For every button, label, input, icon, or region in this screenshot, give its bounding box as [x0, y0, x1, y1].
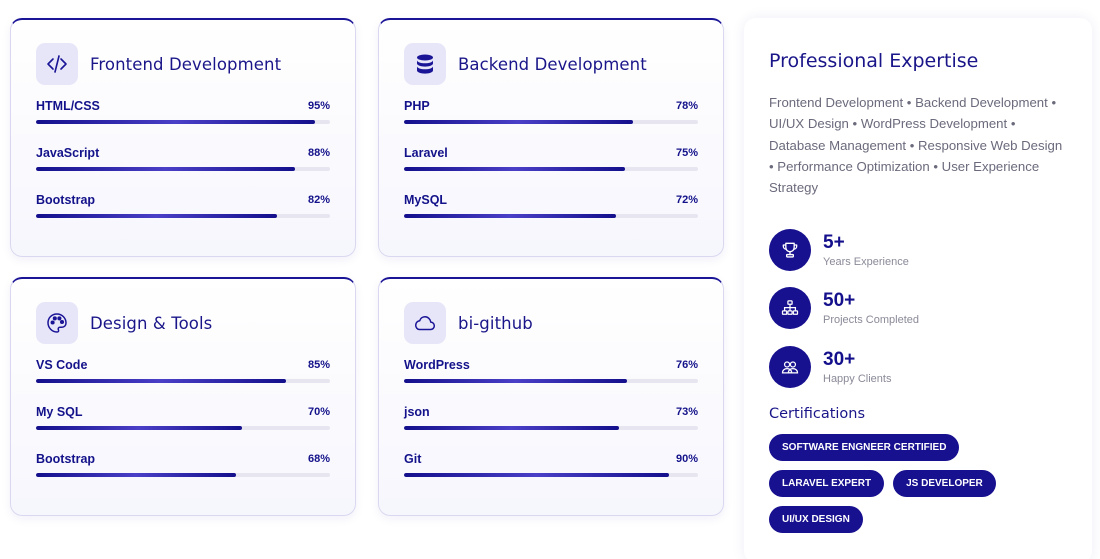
skill-name: Bootstrap — [36, 452, 96, 466]
progress-bar — [404, 214, 698, 218]
skill-name: HTML/CSS — [36, 99, 100, 113]
card-title: Design & Tools — [90, 313, 213, 333]
skill-percent: 75% — [675, 147, 698, 159]
skill-item: Git 90% — [404, 448, 698, 495]
skill-percent: 85% — [307, 359, 330, 371]
stat-label: Happy Clients — [823, 372, 892, 385]
progress-bar — [36, 426, 330, 430]
progress-bar — [404, 426, 698, 430]
skill-item: Bootstrap 68% — [36, 448, 330, 495]
people-icon — [769, 345, 811, 388]
certifications-title: Certifications — [769, 405, 866, 422]
progress-fill — [36, 426, 242, 430]
progress-fill — [36, 379, 286, 383]
skill-percent: 73% — [675, 406, 698, 418]
progress-fill — [36, 214, 278, 218]
skill-name: My SQL — [36, 405, 83, 419]
skill-percent: 88% — [307, 147, 330, 159]
stat-label: Projects Completed — [823, 314, 919, 327]
progress-bar — [36, 120, 330, 124]
progress-fill — [404, 167, 625, 171]
certification-badge: LARAVEL EXPERT — [769, 469, 885, 497]
skill-percent: 82% — [307, 194, 330, 206]
progress-bar — [36, 167, 330, 171]
skill-percent: 95% — [307, 100, 330, 112]
skill-card-github: bi-github WordPress 76% json 73% Git 90% — [378, 277, 724, 516]
skill-name: json — [404, 405, 430, 419]
skill-item: PHP 78% — [404, 95, 698, 142]
skill-name: Bootstrap — [36, 193, 96, 207]
certification-badge: JS DEVELOPER — [893, 469, 996, 497]
card-header: bi-github — [404, 302, 698, 344]
skill-percent: 76% — [675, 359, 698, 371]
stat-value: 30+ — [823, 348, 856, 370]
progress-fill — [36, 167, 295, 171]
trophy-icon — [769, 228, 811, 271]
panel-description: Frontend Development • Backend Developme… — [769, 95, 1063, 196]
card-title: Frontend Development — [90, 54, 282, 74]
certification-badge: UI/UX DESIGN — [769, 505, 863, 533]
progress-fill — [404, 379, 628, 383]
code-icon — [36, 43, 78, 85]
skill-name: Git — [404, 452, 422, 466]
stat-value: 50+ — [823, 290, 856, 312]
progress-fill — [36, 473, 236, 477]
stat-years: 5+ Years Experience — [769, 220, 1067, 279]
card-header: Frontend Development — [36, 43, 330, 85]
skill-name: MySQL — [404, 193, 448, 207]
skill-name: JavaScript — [36, 146, 100, 160]
card-title: Backend Development — [458, 54, 647, 74]
progress-fill — [404, 214, 616, 218]
certification-list: SOFTWARE ENGNEER CERTIFIED LARAVEL EXPER… — [769, 433, 1069, 533]
skill-item: json 73% — [404, 401, 698, 448]
progress-fill — [36, 120, 316, 124]
skill-item: Laravel 75% — [404, 142, 698, 189]
skill-item: WordPress 76% — [404, 354, 698, 401]
skill-percent: 90% — [675, 453, 698, 465]
progress-bar — [404, 379, 698, 383]
skill-percent: 78% — [675, 100, 698, 112]
skill-item: JavaScript 88% — [36, 142, 330, 189]
skill-item: Bootstrap 82% — [36, 189, 330, 236]
expertise-panel: Professional Expertise Frontend Developm… — [744, 18, 1092, 559]
stat-label: Years Experience — [823, 255, 909, 268]
panel-title: Professional Expertise — [769, 50, 979, 72]
skill-percent: 68% — [307, 453, 330, 465]
skill-card-design-tools: Design & Tools VS Code 85% My SQL 70% Bo… — [10, 277, 356, 516]
progress-bar — [36, 214, 330, 218]
progress-bar — [404, 120, 698, 124]
skill-name: VS Code — [36, 358, 88, 372]
sitemap-icon — [769, 287, 811, 330]
progress-bar — [404, 473, 698, 477]
skill-card-frontend: Frontend Development HTML/CSS 95% JavaSc… — [10, 18, 356, 257]
card-title: bi-github — [458, 313, 533, 333]
stat-value: 5+ — [823, 231, 845, 253]
skill-item: MySQL 72% — [404, 189, 698, 236]
certification-badge: SOFTWARE ENGNEER CERTIFIED — [769, 433, 960, 461]
skill-item: My SQL 70% — [36, 401, 330, 448]
progress-fill — [404, 120, 634, 124]
skill-name: Laravel — [404, 146, 448, 160]
skill-item: HTML/CSS 95% — [36, 95, 330, 142]
skill-percent: 72% — [675, 194, 698, 206]
skill-card-backend: Backend Development PHP 78% Laravel 75% … — [378, 18, 724, 257]
palette-icon — [36, 302, 78, 344]
skill-item: VS Code 85% — [36, 354, 330, 401]
stat-clients: 30+ Happy Clients — [769, 337, 1067, 396]
cloud-icon — [404, 302, 446, 344]
progress-fill — [404, 473, 669, 477]
database-icon — [404, 43, 446, 85]
progress-bar — [36, 473, 330, 477]
stat-projects: 50+ Projects Completed — [769, 279, 1067, 338]
progress-fill — [404, 426, 619, 430]
progress-bar — [404, 167, 698, 171]
skill-percent: 70% — [307, 406, 330, 418]
card-header: Design & Tools — [36, 302, 330, 344]
card-header: Backend Development — [404, 43, 698, 85]
progress-bar — [36, 379, 330, 383]
skill-name: WordPress — [404, 358, 470, 372]
skill-name: PHP — [404, 99, 430, 113]
